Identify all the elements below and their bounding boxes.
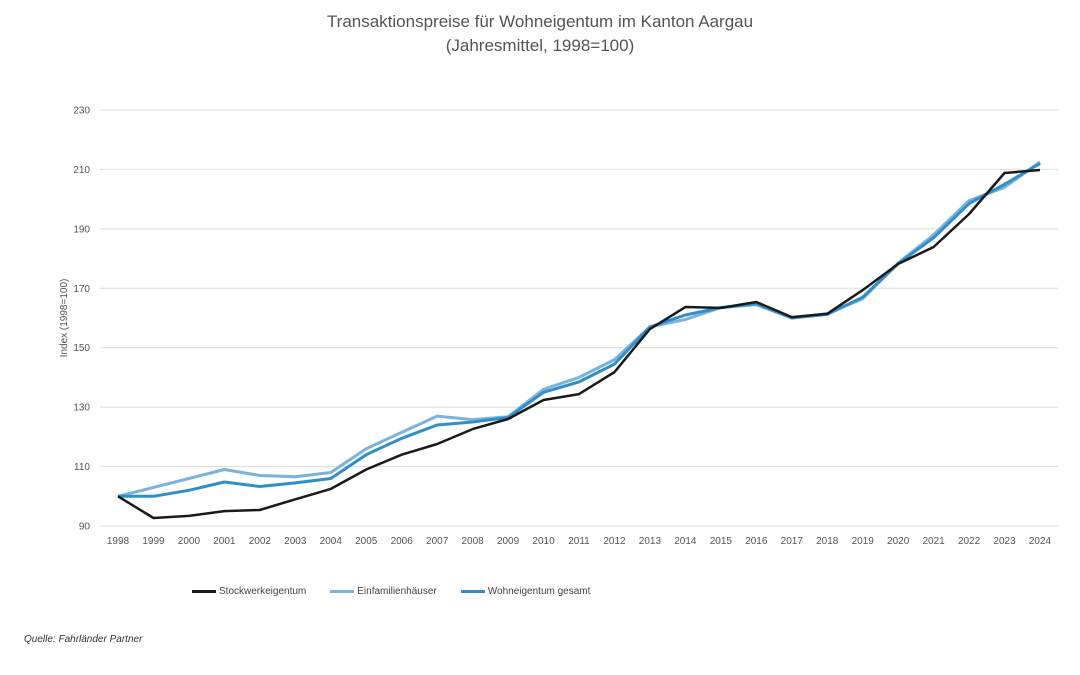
x-tick-label: 2018 [816, 536, 839, 547]
y-tick-label: 210 [73, 165, 90, 176]
legend-item-stockwerkeigentum: Stockwerkeigentum [192, 586, 306, 597]
y-tick-label: 110 [74, 462, 90, 473]
x-tick-label: 2006 [391, 536, 414, 547]
y-tick-label: 170 [73, 284, 90, 295]
x-tick-label: 2004 [320, 536, 343, 547]
legend-swatch [192, 590, 216, 593]
legend-item-gesamt: Wohneigentum gesamt [460, 586, 591, 597]
x-tick-label: 2002 [249, 536, 272, 547]
chart-title: Transaktionspreise für Wohneigentum im K… [326, 12, 754, 31]
legend-item-einfamilienhaeuser: Einfamilienhäuser [330, 586, 437, 597]
legend-swatch [330, 590, 355, 593]
x-tick-label: 2012 [603, 536, 626, 547]
y-tick-label: 150 [73, 343, 90, 354]
x-tick-label: 2016 [745, 536, 768, 547]
y-tick-label: 90 [79, 522, 91, 533]
x-tick-label: 2003 [284, 536, 307, 547]
x-tick-label: 2021 [922, 536, 945, 547]
x-tick-label: 1998 [107, 536, 130, 547]
x-tick-label: 2022 [958, 536, 981, 547]
series-line-stockwerkeigentum [117, 168, 1041, 520]
legend-label: Wohneigentum gesamt [487, 586, 591, 597]
x-tick-label: 2014 [674, 536, 697, 547]
legend-swatch [460, 590, 485, 593]
x-tick-label: 2010 [532, 536, 555, 547]
y-tick-label: 190 [73, 224, 90, 235]
series-line-einfamilienh-user [117, 160, 1041, 498]
source-note: Quelle: Fahrländer Partner [24, 634, 143, 645]
chart-subtitle: (Jahresmittel, 1998=100) [445, 36, 635, 55]
x-tick-label: 2000 [178, 536, 201, 547]
x-tick-label: 2019 [852, 536, 875, 547]
x-tick-label: 2017 [781, 536, 804, 547]
y-axis-label: Index (1998=100) [59, 279, 70, 358]
x-tick-label: 2001 [213, 536, 236, 547]
legend-label: Stockwerkeigentum [219, 586, 307, 597]
y-tick-label: 130 [73, 403, 90, 414]
x-tick-label: 2015 [710, 536, 733, 547]
x-tick-label: 1999 [142, 536, 165, 547]
x-tick-label: 2013 [639, 536, 662, 547]
x-tick-label: 2011 [568, 536, 590, 547]
x-tick-label: 2008 [461, 536, 484, 547]
x-tick-label: 2023 [993, 536, 1016, 547]
legend-label: Einfamilienhäuser [357, 586, 437, 597]
legend: Stockwerkeigentum Einfamilienhäuser Wohn… [192, 586, 590, 597]
x-tick-label: 2007 [426, 536, 449, 547]
y-tick-label: 230 [73, 106, 90, 117]
x-tick-label: 2009 [497, 536, 520, 547]
series-line-wohneigentum-gesamt [118, 162, 1041, 498]
x-tick-label: 2005 [355, 536, 378, 547]
x-tick-label: 2020 [887, 536, 910, 547]
x-tick-label: 2024 [1029, 536, 1052, 547]
